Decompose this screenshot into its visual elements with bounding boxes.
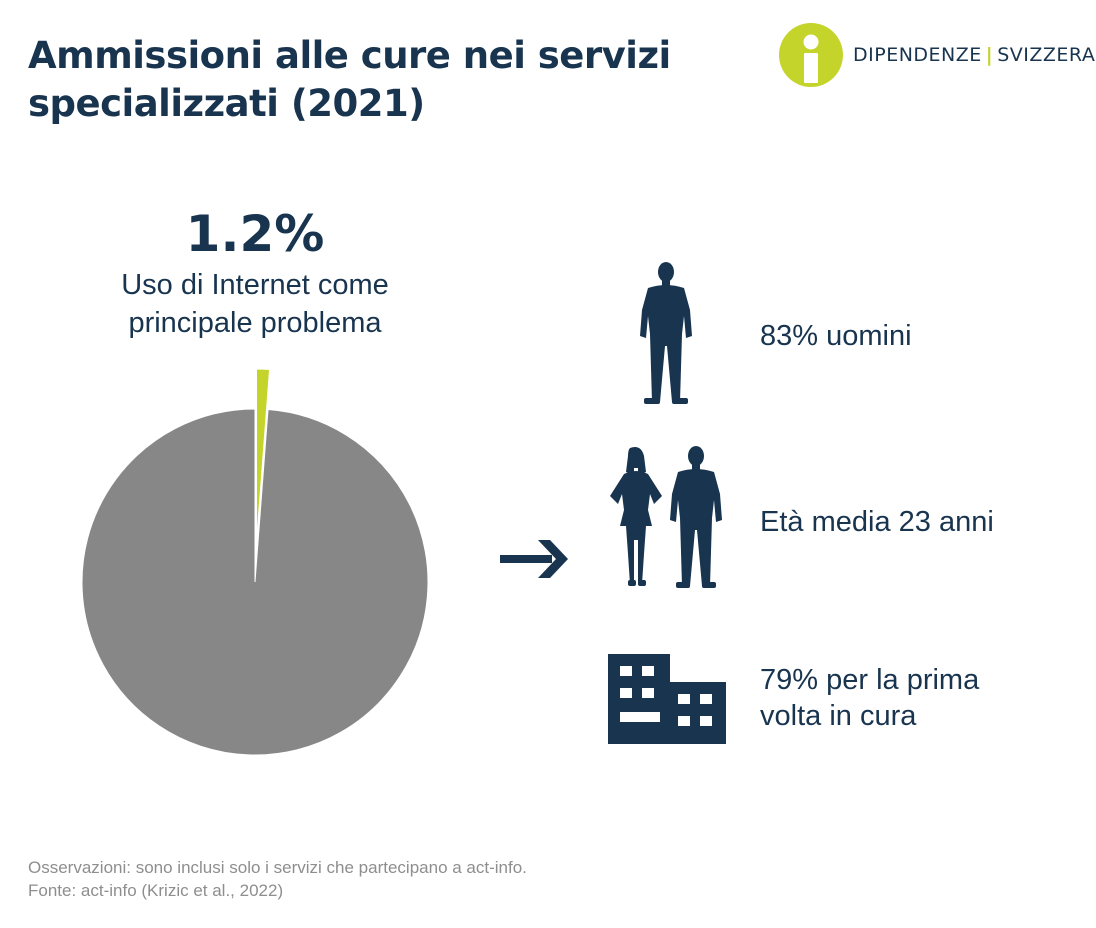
highlight-percentage: 1.2% [185,205,325,263]
woman-man-silhouette-icon [610,446,722,588]
pie-chart [81,368,429,756]
logo-word-left: DIPENDENZE [853,44,982,66]
pie-slice-other [81,408,429,756]
pie-slice-internet [256,368,271,543]
logo: DIPENDENZE | SVIZZERA [778,22,1095,88]
arrow-right-icon [500,540,568,578]
logo-separator: | [985,44,994,66]
logo-text: DIPENDENZE | SVIZZERA [853,44,1095,66]
footnote: Osservazioni: sono inclusi solo i serviz… [28,856,527,902]
footnote-source: Fonte: act-info (Krizic et al., 2022) [28,881,284,900]
stat-first-treatment-line2: volta in cura [760,700,917,732]
stat-first-treatment-line1: 79% per la prima [760,664,980,696]
highlight-label: Uso di Internet come principale problema [80,266,430,342]
stat-age: Età media 23 anni [760,506,994,538]
highlight-label-line2: principale problema [128,307,382,339]
footnote-observations: Osservazioni: sono inclusi solo i serviz… [28,858,527,877]
logo-word-right: SVIZZERA [997,44,1096,66]
stat-men: 83% uomini [760,320,912,352]
building-icon [608,654,726,744]
highlight-label-line1: Uso di Internet come [121,269,389,301]
man-silhouette-icon [640,262,692,404]
person-info-icon [779,23,843,87]
page-title: Ammissioni alle cure nei servizi special… [28,34,671,125]
stat-first-treatment: 79% per la prima volta in cura [760,662,1080,734]
